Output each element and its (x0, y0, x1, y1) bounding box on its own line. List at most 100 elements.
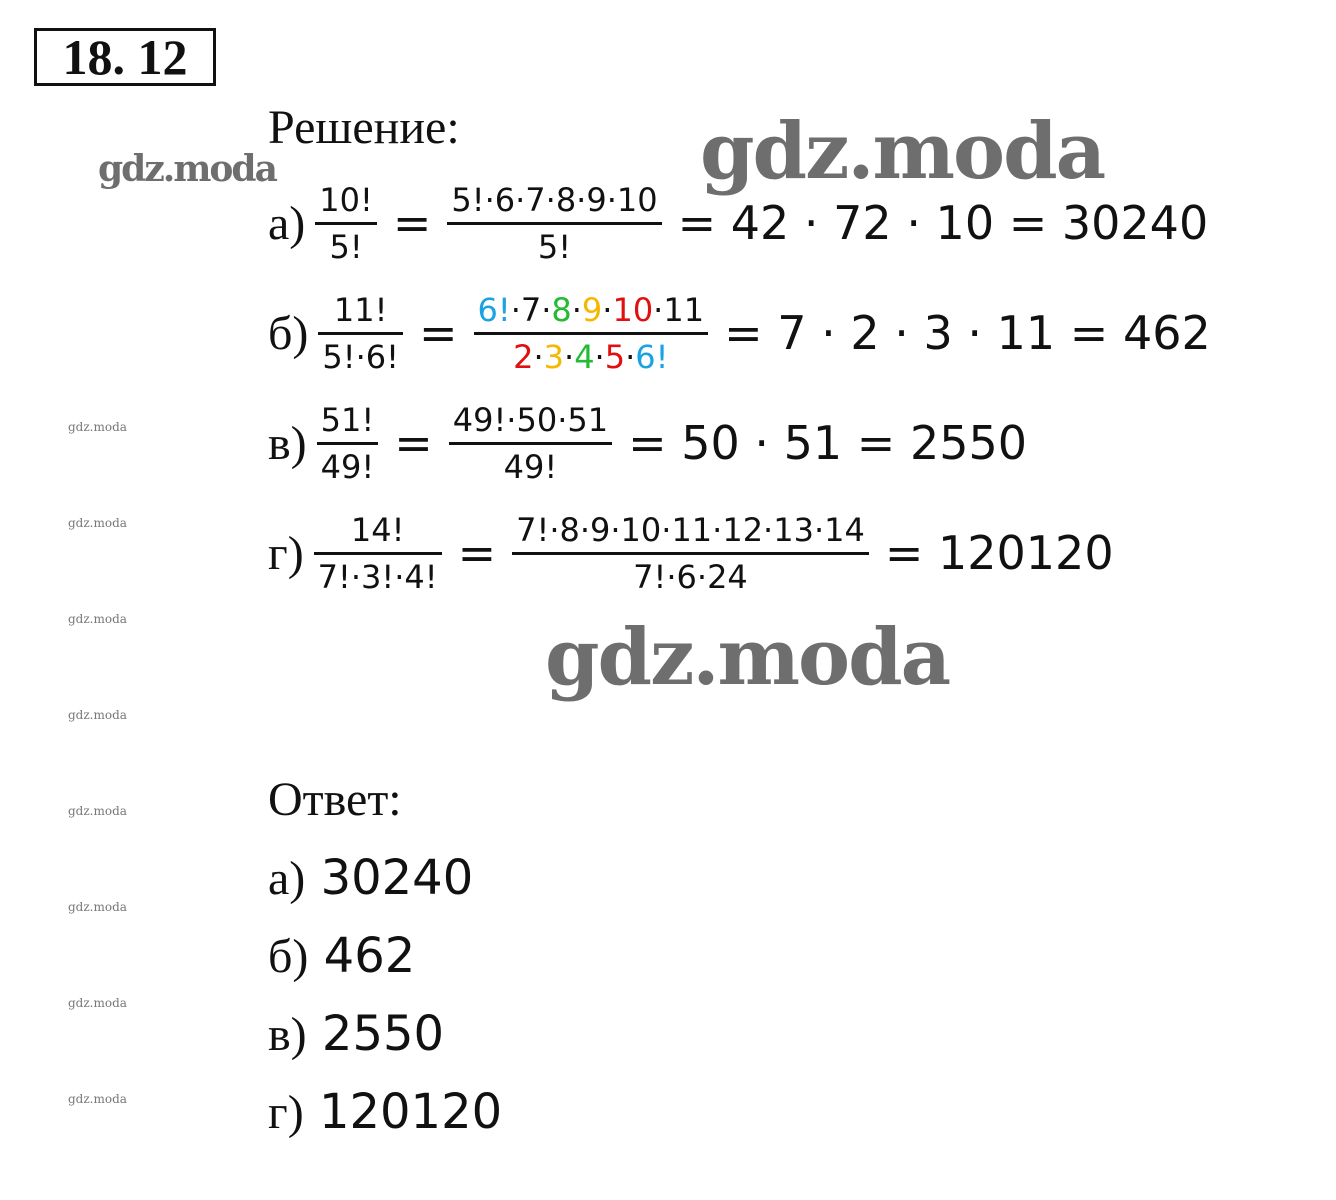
fraction: 10! 5! (315, 178, 377, 269)
term: 6! (477, 290, 511, 329)
term: 49! (320, 447, 375, 486)
denominator: 7!·3!·4! (314, 555, 442, 599)
term: 2 (513, 337, 534, 376)
term: · (564, 337, 575, 376)
result: = 42 · 72 · 10 = 30240 (677, 196, 1209, 250)
row-label: в) (268, 416, 307, 470)
term: · (625, 337, 636, 376)
answer-label: в) (268, 1008, 307, 1061)
answer-value: 120120 (318, 1084, 503, 1140)
answer-label: б) (268, 930, 309, 983)
denominator: 5! (325, 225, 366, 269)
fraction: 14! 7!·3!·4! (313, 508, 442, 599)
answer-value: 2550 (321, 1006, 445, 1062)
row-label: а) (268, 196, 306, 250)
watermark: gdz.moda (98, 148, 278, 190)
denominator: 5!·6! (318, 335, 403, 379)
numerator: 7!·8·9·10·11·12·13·14 (512, 508, 869, 552)
fraction-bar (313, 551, 442, 555)
numerator: 6!·7·8·9·10·11 (474, 288, 709, 332)
fraction-bar (447, 221, 662, 225)
denominator: 5! (534, 225, 575, 269)
term: 7!·8·9·10·11·12·13·14 (516, 510, 865, 549)
term: 10! (319, 180, 373, 219)
solution-row: б) 11! 5!·6! = 6!·7·8·9·10·11 2·3·4·5·6! = 7 ·… (268, 278, 1211, 388)
equals-sign: = (457, 526, 497, 580)
denominator: 49! (317, 445, 379, 489)
term: 5 (604, 337, 626, 376)
denominator: 49! (500, 445, 562, 489)
numerator: 51! (317, 398, 379, 442)
answer-heading: Ответ: (268, 773, 402, 826)
answer-value: 462 (323, 928, 416, 984)
result: = 7 · 2 · 3 · 11 = 462 (724, 306, 1211, 360)
fraction: 49!·50·51 49! (448, 398, 613, 489)
term: 9 (581, 290, 603, 329)
watermark: gdz.moda (700, 106, 1106, 197)
watermark: gdz.moda (68, 1092, 127, 1106)
term: 5!·6·7·8·9·10 (451, 180, 658, 219)
term: 49! (503, 447, 558, 486)
equals-sign: = (418, 306, 458, 360)
watermark: gdz.moda (68, 996, 127, 1010)
answer-label: а) (268, 852, 306, 905)
term: 5! (329, 227, 363, 266)
term: · (571, 290, 582, 329)
solution-row: а) 10! 5! = 5!·6·7·8·9·10 5! = 42 · 72 · 10 = … (268, 168, 1208, 278)
solution-row: в) 51! 49! = 49!·50·51 49! = 50 · 51 = 2550 (268, 388, 1027, 498)
term: ·7· (510, 290, 552, 329)
numerator: 49!·50·51 (449, 398, 612, 442)
numerator: 5!·6·7·8·9·10 (447, 178, 661, 222)
term: ·11 (653, 290, 705, 329)
term: 3 (543, 337, 565, 376)
term: · (602, 290, 613, 329)
denominator: 7!·6·24 (629, 555, 752, 599)
solution-row: г) 14! 7!·3!·4! = 7!·8·9·10·11·12·13·14 7!·6·… (268, 498, 1114, 608)
answer-item: а) 30240 (268, 850, 473, 906)
fraction-bar (318, 331, 403, 335)
result: = 120120 (884, 526, 1114, 580)
term: · (594, 337, 605, 376)
numerator: 10! (315, 178, 377, 222)
equals-sign: = (394, 416, 433, 470)
solution-heading: Решение: (268, 101, 460, 154)
fraction: 7!·8·9·10·11·12·13·14 7!·6·24 (512, 508, 869, 599)
term: · (533, 337, 544, 376)
numerator: 14! (347, 508, 409, 552)
fraction: 5!·6·7·8·9·10 5! (447, 178, 662, 269)
term: 10 (612, 290, 654, 329)
answer-item: г) 120120 (268, 1084, 502, 1140)
answer-label: г) (268, 1086, 304, 1139)
term: 11! (333, 290, 388, 329)
term: 4 (574, 337, 595, 376)
fraction-bar (316, 441, 379, 445)
watermark: gdz.moda (545, 612, 951, 703)
term: 7!·6·24 (633, 557, 748, 596)
equals-sign: = (392, 196, 432, 250)
answer-item: в) 2550 (268, 1006, 444, 1062)
term: 6! (635, 337, 669, 376)
term: 49!·50·51 (452, 400, 609, 439)
answer-value: 30240 (320, 850, 474, 906)
fraction: 11! 5!·6! (318, 288, 403, 379)
fraction-bar (448, 441, 613, 445)
term: 51! (320, 400, 375, 439)
watermark: gdz.moda (68, 900, 127, 914)
watermark: gdz.moda (68, 612, 127, 626)
denominator: 2·3·4·5·6! (509, 335, 672, 379)
result: = 50 · 51 = 2550 (628, 416, 1028, 470)
watermark: gdz.moda (68, 516, 127, 530)
fraction-bar (315, 221, 377, 225)
term: 14! (350, 510, 405, 549)
fraction: 51! 49! (316, 398, 379, 489)
fraction-bar (473, 331, 709, 335)
row-label: б) (268, 306, 309, 360)
term: 5! (537, 227, 572, 266)
numerator: 11! (330, 288, 392, 332)
row-label: г) (268, 526, 304, 580)
term: 8 (551, 290, 572, 329)
fraction: 6!·7·8·9·10·11 2·3·4·5·6! (473, 288, 709, 379)
watermark: gdz.moda (68, 420, 127, 434)
problem-number: 18. 12 (34, 28, 216, 86)
